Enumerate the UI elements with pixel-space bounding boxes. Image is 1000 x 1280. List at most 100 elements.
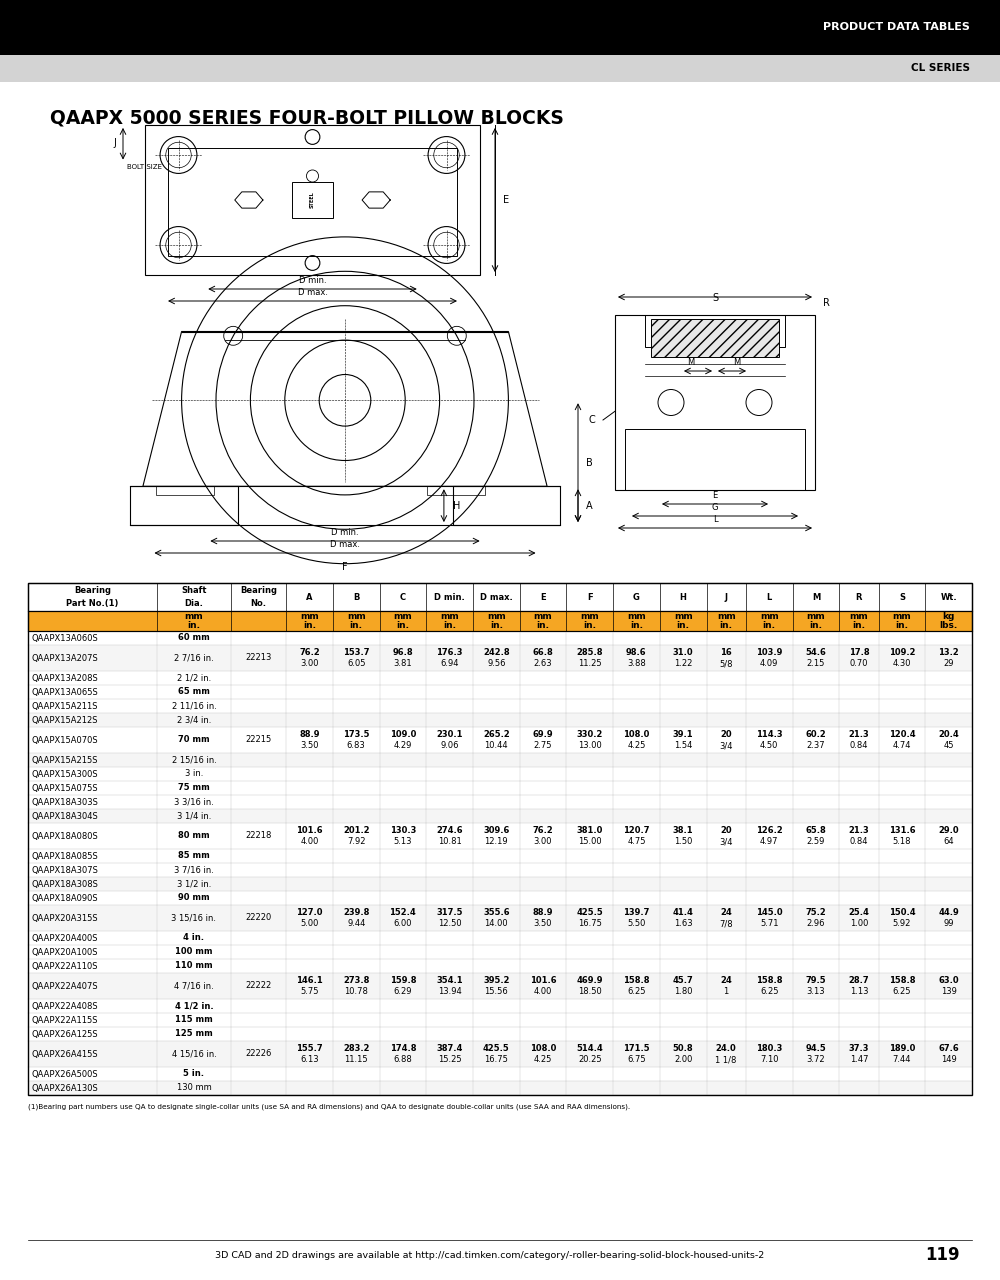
Text: 6.05: 6.05	[347, 659, 365, 668]
Text: E: E	[503, 195, 509, 205]
Text: 12.19: 12.19	[484, 837, 508, 846]
Text: 158.8: 158.8	[889, 975, 915, 984]
Text: 1.22: 1.22	[674, 659, 692, 668]
Bar	[28, 645, 972, 671]
Text: 4.00: 4.00	[300, 837, 319, 846]
Text: in.: in.	[852, 621, 865, 630]
Text: 171.5: 171.5	[623, 1043, 650, 1052]
Text: 31.0: 31.0	[673, 648, 693, 657]
Text: in.: in.	[763, 621, 776, 630]
Text: D max.: D max.	[298, 288, 328, 297]
Text: 7.10: 7.10	[760, 1055, 778, 1064]
Bar	[0, 0, 1000, 55]
Text: mm: mm	[580, 612, 599, 621]
Text: 109.2: 109.2	[889, 648, 915, 657]
Bar	[0, 55, 1000, 82]
Text: R: R	[856, 593, 862, 602]
Text: 0.70: 0.70	[850, 659, 868, 668]
Text: 514.4: 514.4	[576, 1043, 603, 1052]
Text: QAAPX18A308S: QAAPX18A308S	[31, 879, 98, 888]
Text: 242.8: 242.8	[483, 648, 510, 657]
Text: 13.2: 13.2	[938, 648, 959, 657]
Text: 159.8: 159.8	[390, 975, 416, 984]
Text: 45.7: 45.7	[673, 975, 694, 984]
Text: mm: mm	[674, 612, 693, 621]
Text: 15.00: 15.00	[578, 837, 602, 846]
Bar	[28, 713, 972, 727]
Text: 3.00: 3.00	[534, 837, 552, 846]
Text: A: A	[586, 500, 593, 511]
Text: 145.0: 145.0	[756, 908, 783, 916]
Text: 22215: 22215	[245, 736, 272, 745]
Text: in.: in.	[720, 621, 733, 630]
Text: 176.3: 176.3	[436, 648, 463, 657]
Text: 5/8: 5/8	[719, 659, 733, 668]
Text: 2 15/16 in.: 2 15/16 in.	[172, 755, 216, 764]
Text: QAAPX22A115S: QAAPX22A115S	[31, 1015, 98, 1024]
Text: 4 in.: 4 in.	[183, 933, 204, 942]
Text: 3 15/16 in.: 3 15/16 in.	[171, 914, 216, 923]
Text: D max.: D max.	[330, 540, 360, 549]
Text: in.: in.	[303, 621, 316, 630]
Text: 3.13: 3.13	[807, 987, 825, 996]
Text: QAAPX22A408S: QAAPX22A408S	[31, 1001, 98, 1010]
Text: 22220: 22220	[245, 914, 272, 923]
Bar	[28, 891, 972, 905]
Text: 5.13: 5.13	[394, 837, 412, 846]
Text: 99: 99	[943, 919, 954, 928]
Text: QAAPX18A303S: QAAPX18A303S	[31, 797, 98, 806]
Text: mm: mm	[185, 612, 203, 621]
Text: 3 3/16 in.: 3 3/16 in.	[174, 797, 214, 806]
Text: 4.30: 4.30	[893, 659, 911, 668]
Bar	[28, 905, 972, 931]
Text: mm: mm	[534, 612, 552, 621]
Text: 44.9: 44.9	[938, 908, 959, 916]
Text: QAAPX13A065S: QAAPX13A065S	[31, 687, 98, 696]
Text: D min.: D min.	[331, 527, 359, 538]
Text: QAAPX15A212S: QAAPX15A212S	[31, 716, 98, 724]
Text: QAAPX18A090S: QAAPX18A090S	[31, 893, 98, 902]
Text: 3/4: 3/4	[719, 837, 733, 846]
Text: 37.3: 37.3	[849, 1043, 869, 1052]
Bar	[28, 582, 972, 611]
Text: 4.25: 4.25	[627, 741, 646, 750]
Text: 285.8: 285.8	[576, 648, 603, 657]
Text: 126.2: 126.2	[756, 826, 783, 835]
Text: 24: 24	[720, 908, 732, 916]
Bar	[28, 631, 972, 645]
Text: S: S	[712, 293, 718, 303]
Text: 189.0: 189.0	[889, 1043, 915, 1052]
Text: D min.: D min.	[299, 276, 326, 285]
Bar	[28, 931, 972, 945]
Text: 425.5: 425.5	[483, 1043, 510, 1052]
Text: B: B	[586, 458, 593, 467]
Text: 25.4: 25.4	[848, 908, 869, 916]
Text: 230.1: 230.1	[436, 730, 463, 739]
Text: 3.81: 3.81	[394, 659, 412, 668]
Text: 150.4: 150.4	[889, 908, 915, 916]
Bar	[28, 863, 972, 877]
Text: 469.9: 469.9	[576, 975, 603, 984]
Text: PRODUCT DATA TABLES: PRODUCT DATA TABLES	[823, 22, 970, 32]
Text: in.: in.	[630, 621, 643, 630]
Text: 5.92: 5.92	[893, 919, 911, 928]
Text: 98.6: 98.6	[626, 648, 647, 657]
Text: 20.25: 20.25	[578, 1055, 602, 1064]
Text: 354.1: 354.1	[436, 975, 463, 984]
Text: 3D CAD and 2D drawings are available at http://cad.timken.com/category/-roller-b: 3D CAD and 2D drawings are available at …	[215, 1251, 765, 1260]
Text: 0.84: 0.84	[850, 741, 868, 750]
Text: mm: mm	[850, 612, 868, 621]
Bar	[28, 1012, 972, 1027]
Text: Dia.: Dia.	[184, 599, 203, 608]
Text: 45: 45	[943, 741, 954, 750]
Text: BOLT SIZE: BOLT SIZE	[127, 164, 162, 170]
Text: QAAPX26A500S: QAAPX26A500S	[31, 1070, 98, 1079]
Text: 50.8: 50.8	[673, 1043, 693, 1052]
Text: R: R	[823, 298, 830, 308]
Text: 67.6: 67.6	[938, 1043, 959, 1052]
Bar	[292, 182, 333, 218]
Text: 152.4: 152.4	[390, 908, 416, 916]
Text: QAAPX22A407S: QAAPX22A407S	[31, 982, 98, 991]
Text: 7.44: 7.44	[893, 1055, 911, 1064]
Text: 4 1/2 in.: 4 1/2 in.	[175, 1001, 213, 1010]
